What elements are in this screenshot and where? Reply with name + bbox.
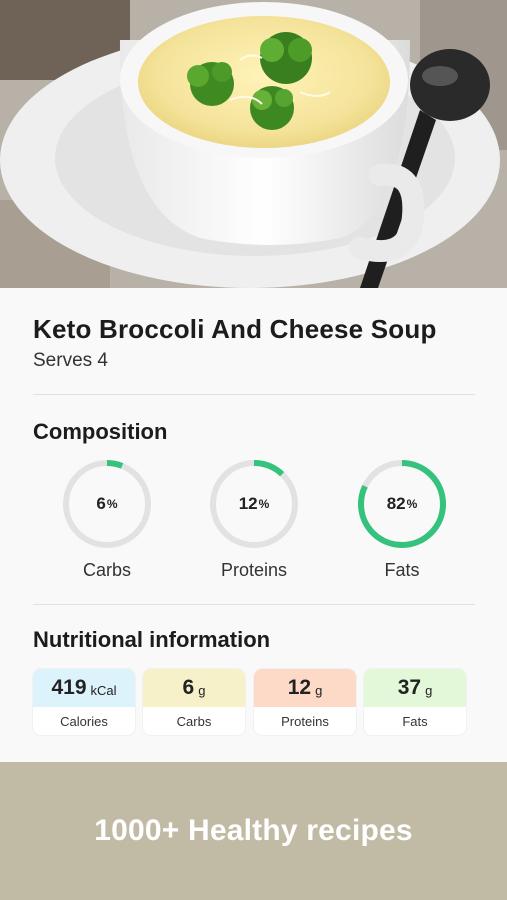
- recipe-title: Keto Broccoli And Cheese Soup: [33, 314, 437, 344]
- fats-value-box: 37 g: [364, 669, 466, 707]
- nutrition-heading: Nutritional information: [33, 627, 271, 652]
- recipe-hero-image: [0, 0, 507, 288]
- soup-illustration: [0, 0, 507, 288]
- fats-label: Fats: [402, 713, 428, 729]
- carbs-percent: 6%: [96, 494, 118, 513]
- nutrition-card-proteins: 12 g Proteins: [254, 669, 356, 735]
- proteins-value-box: 12 g: [254, 669, 356, 707]
- recipe-serves: Serves 4: [33, 350, 108, 371]
- carbs-ring-arc: [63, 460, 151, 548]
- calories-value-box: 419 kCal: [33, 669, 135, 707]
- fats-ring-arc: [358, 460, 446, 548]
- broccoli: [187, 32, 312, 130]
- proteins-ring-arc: [210, 460, 298, 548]
- composition-label-carbs: Carbs: [82, 560, 131, 580]
- nutrition-card-fats: 37 g Fats: [364, 669, 466, 735]
- nutrition-card-calories: 419 kCal Calories: [33, 669, 135, 735]
- divider: [33, 604, 475, 605]
- proteins-ring-icon: [210, 460, 298, 548]
- composition-label-fats: Fats: [384, 560, 420, 580]
- fats-percent: 82%: [386, 494, 418, 513]
- composition-heading: Composition: [33, 419, 168, 444]
- promo-banner: 1000+ Healthy recipes: [0, 762, 507, 900]
- composition-label-proteins: Proteins: [220, 560, 288, 580]
- composition-ring-proteins: 12%: [208, 458, 300, 550]
- carbs-label: Carbs: [176, 713, 212, 729]
- composition-ring-carbs: 6%: [61, 458, 153, 550]
- proteins-percent: 12%: [238, 494, 270, 513]
- calories-label: Calories: [60, 713, 108, 729]
- proteins-label: Proteins: [281, 713, 329, 729]
- composition-ring-fats: 82%: [356, 458, 448, 550]
- carbs-ring-icon: [63, 460, 151, 548]
- divider: [33, 394, 475, 395]
- promo-banner-text: 1000+ Healthy recipes: [94, 814, 413, 847]
- fats-ring-icon: [358, 460, 446, 548]
- recipe-detail: Keto Broccoli And Cheese Soup Serves 4 C…: [0, 288, 507, 762]
